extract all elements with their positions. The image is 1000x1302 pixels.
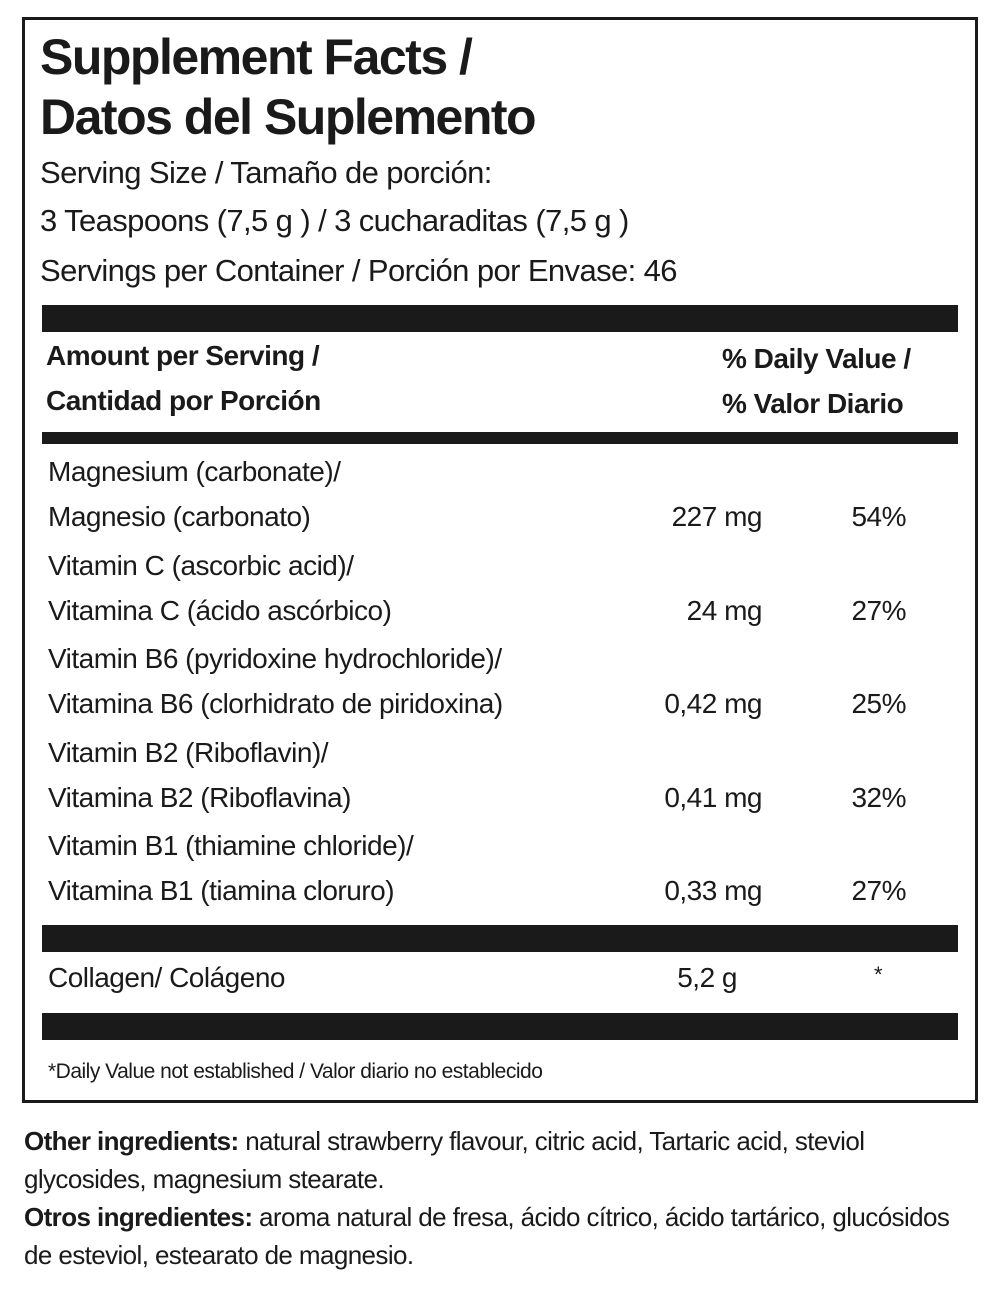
nutrient-name: Vitamina B2 (Riboflavina): [48, 781, 351, 813]
nutrient-name: Magnesio (carbonato): [48, 501, 311, 532]
ingredients-en: Other ingredients: natural strawberry fl…: [24, 1122, 980, 1198]
daily-value: 25%: [851, 688, 906, 719]
header: % Valor Diario: [722, 388, 904, 419]
text: natural strawberry flavour, citric acid,…: [24, 1126, 865, 1194]
footnote: *Daily Value not established / Valor dia…: [48, 1060, 543, 1083]
label: Other ingredients:: [24, 1126, 239, 1156]
nutrient-name: Vitamin C (ascorbic acid)/: [48, 549, 354, 581]
text: aroma natural de fresa, ácido cítrico, á…: [24, 1202, 950, 1270]
amount: 227 mg: [671, 501, 763, 532]
header: % Daily Value /: [722, 343, 911, 374]
header: Amount per Serving /: [46, 340, 320, 371]
nutrient-name: Vitamin B1 (thiamine chloride)/: [48, 830, 414, 861]
amount: 0,42 mg: [664, 688, 762, 719]
title: Supplement Facts /: [40, 29, 473, 85]
servings-per-container: Servings per Container / Porción por Env…: [40, 253, 678, 288]
header: Cantidad por Porción: [46, 385, 321, 416]
nutrient-name: Magnesium (carbonate)/: [48, 456, 341, 487]
amount: 5,2 g: [677, 962, 737, 993]
title: Datos del Suplemento: [40, 89, 537, 145]
daily-value: *: [874, 962, 883, 987]
label: Otros ingredientes:: [24, 1202, 253, 1232]
serving-size: 3 Teaspoons (7,5 g ) / 3 cucharaditas (7…: [40, 203, 629, 238]
daily-value: 54%: [851, 501, 906, 532]
daily-value: 32%: [851, 781, 906, 813]
nutrient-name: Vitamina C (ácido ascórbico): [48, 594, 392, 626]
nutrient-name: Vitamina B6 (clorhidrato de piridoxina): [48, 688, 503, 719]
ingredients-es: Otros ingredientes: aroma natural de fre…: [24, 1198, 980, 1274]
nutrient-name: Vitamin B6 (pyridoxine hydrochloride)/: [48, 643, 502, 674]
ingredients: Other ingredients: natural strawberry fl…: [24, 1122, 980, 1274]
nutrient-name: Vitamina B1 (tiamina cloruro): [48, 875, 395, 906]
daily-value: 27%: [851, 594, 906, 626]
divider: [42, 432, 958, 444]
divider: [42, 1013, 958, 1040]
divider: [42, 305, 958, 332]
daily-value: 27%: [851, 875, 906, 906]
amount: 24 mg: [686, 594, 763, 626]
amount: 0,33 mg: [664, 875, 762, 906]
nutrient-name: Collagen/ Colágeno: [48, 962, 285, 993]
serving-size: Serving Size / Tamaño de porción:: [40, 155, 492, 190]
divider: [42, 925, 958, 952]
facts-panel: [22, 17, 978, 1103]
nutrient-name: Vitamin B2 (Riboflavin)/: [48, 736, 329, 768]
amount: 0,41 mg: [664, 781, 762, 813]
